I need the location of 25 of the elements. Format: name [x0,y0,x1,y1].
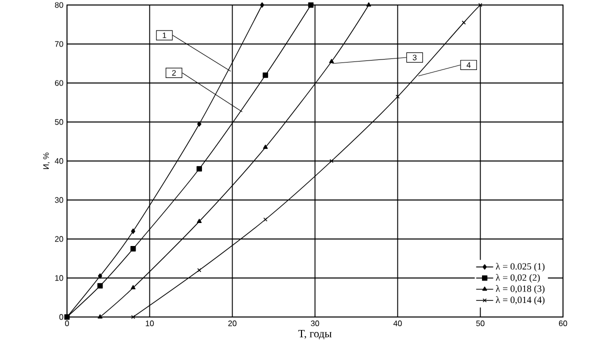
point [396,94,400,99]
point [260,2,264,8]
point [366,2,372,7]
legend-label: λ = 0,014 (4) [496,296,545,305]
point [197,268,202,272]
point [98,314,102,319]
point [131,228,136,234]
point [263,217,268,222]
legend-label: λ = 0.025 (1) [496,262,545,272]
point [263,144,268,149]
point [329,58,334,64]
point [130,285,136,290]
legend-label: λ = 0,018 (3) [496,285,545,294]
point [462,20,466,25]
point [98,273,102,279]
point [130,246,136,252]
point [197,121,202,127]
legend-label: λ = 0,02 (2) [496,274,540,283]
point [196,218,202,223]
point [196,166,202,172]
point [308,2,314,8]
point [97,283,103,288]
point [330,158,334,164]
point [262,72,268,78]
x-axis-title: T, годы [298,330,332,340]
